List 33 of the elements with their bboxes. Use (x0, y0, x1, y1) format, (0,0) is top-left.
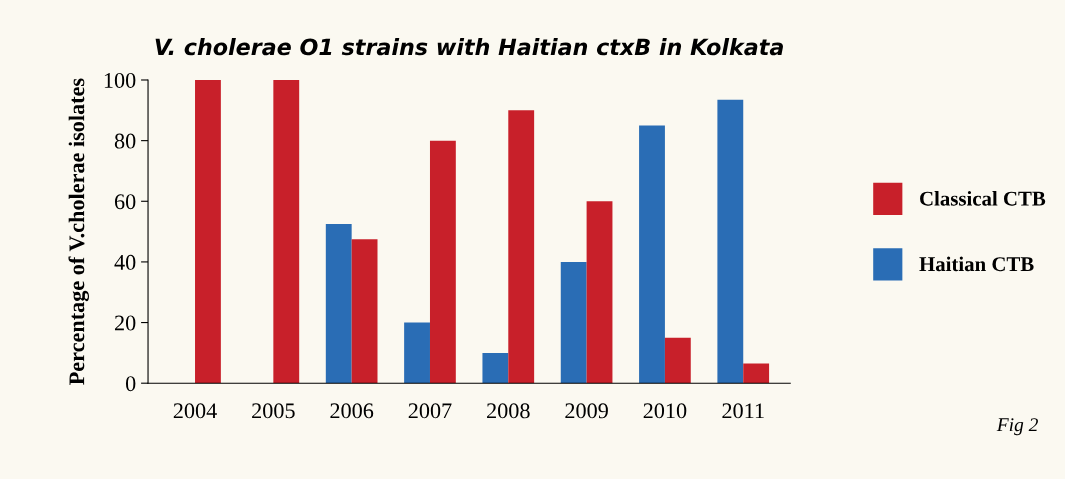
x-tick-label: 2004 (173, 403, 217, 419)
x-tick-label: 2008 (487, 403, 530, 419)
y-tick-label: 40 (114, 254, 136, 270)
y-tick-label: 20 (114, 315, 136, 331)
bar (639, 125, 665, 384)
x-tick-label: 2011 (722, 403, 764, 419)
bar (664, 337, 691, 384)
x-tick-label: 2007 (408, 403, 452, 419)
bar (325, 224, 352, 384)
bar (273, 79, 300, 384)
legend-label: Classical CTB (920, 190, 1046, 206)
y-axis-title: Percentage of V.cholerae isolates (68, 78, 90, 385)
bar (482, 352, 509, 384)
legend-label: Haitian CTB (919, 256, 1034, 272)
y-tick-label: 60 (114, 194, 136, 210)
y-tick-label: 100 (104, 72, 136, 88)
x-tick-label: 2009 (565, 403, 608, 419)
chart-title: V. cholerae O1 strains with Haitian ctxB in Kolkata (155, 38, 783, 56)
y-tick-label: 80 (114, 133, 136, 149)
caption: Fig 2 (996, 418, 1038, 436)
bar (404, 322, 430, 384)
bar (586, 201, 613, 384)
x-tick-label: 2005 (252, 403, 295, 419)
bar (195, 79, 221, 384)
bar (429, 140, 456, 384)
bar (508, 110, 535, 384)
bar (351, 239, 378, 384)
x-tick-label: 2006 (330, 403, 374, 419)
bar (743, 363, 770, 384)
bar (717, 99, 744, 384)
y-tick-label: 0 (125, 376, 136, 392)
bar (560, 261, 587, 384)
x-tick-label: 2010 (643, 403, 687, 419)
